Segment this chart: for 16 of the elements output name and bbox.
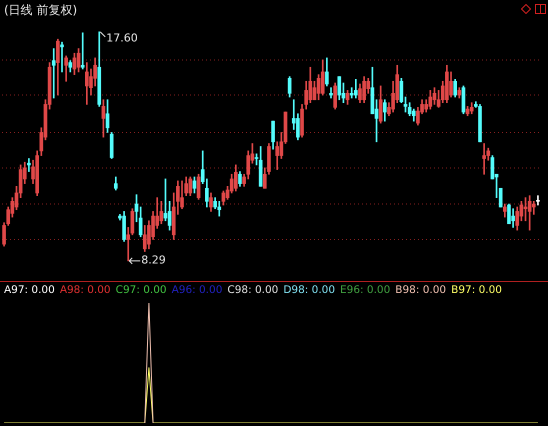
candlestick [329, 87, 333, 98]
legend-label: A96: 0.00 [172, 284, 222, 296]
legend-label: C98: 0.00 [227, 284, 278, 296]
legend-label: D98: 0.00 [283, 284, 336, 296]
candlestick [524, 197, 528, 222]
chart-title: (日线 前复权) [4, 2, 78, 19]
legend-label: E96: 0.00 [340, 284, 390, 296]
text: B98: 0.00 [395, 284, 446, 296]
text: B97: 0.00 [451, 284, 502, 296]
candlestick [536, 195, 540, 206]
annotation: 8.29 [141, 254, 166, 267]
annotation: 17.60 [106, 32, 138, 45]
candlestick [60, 42, 64, 72]
legend-label: A98: 0.00 [60, 284, 111, 296]
legend-label: A97: 0.00 [4, 284, 55, 296]
legend-label: C97: 0.00 [116, 284, 167, 296]
